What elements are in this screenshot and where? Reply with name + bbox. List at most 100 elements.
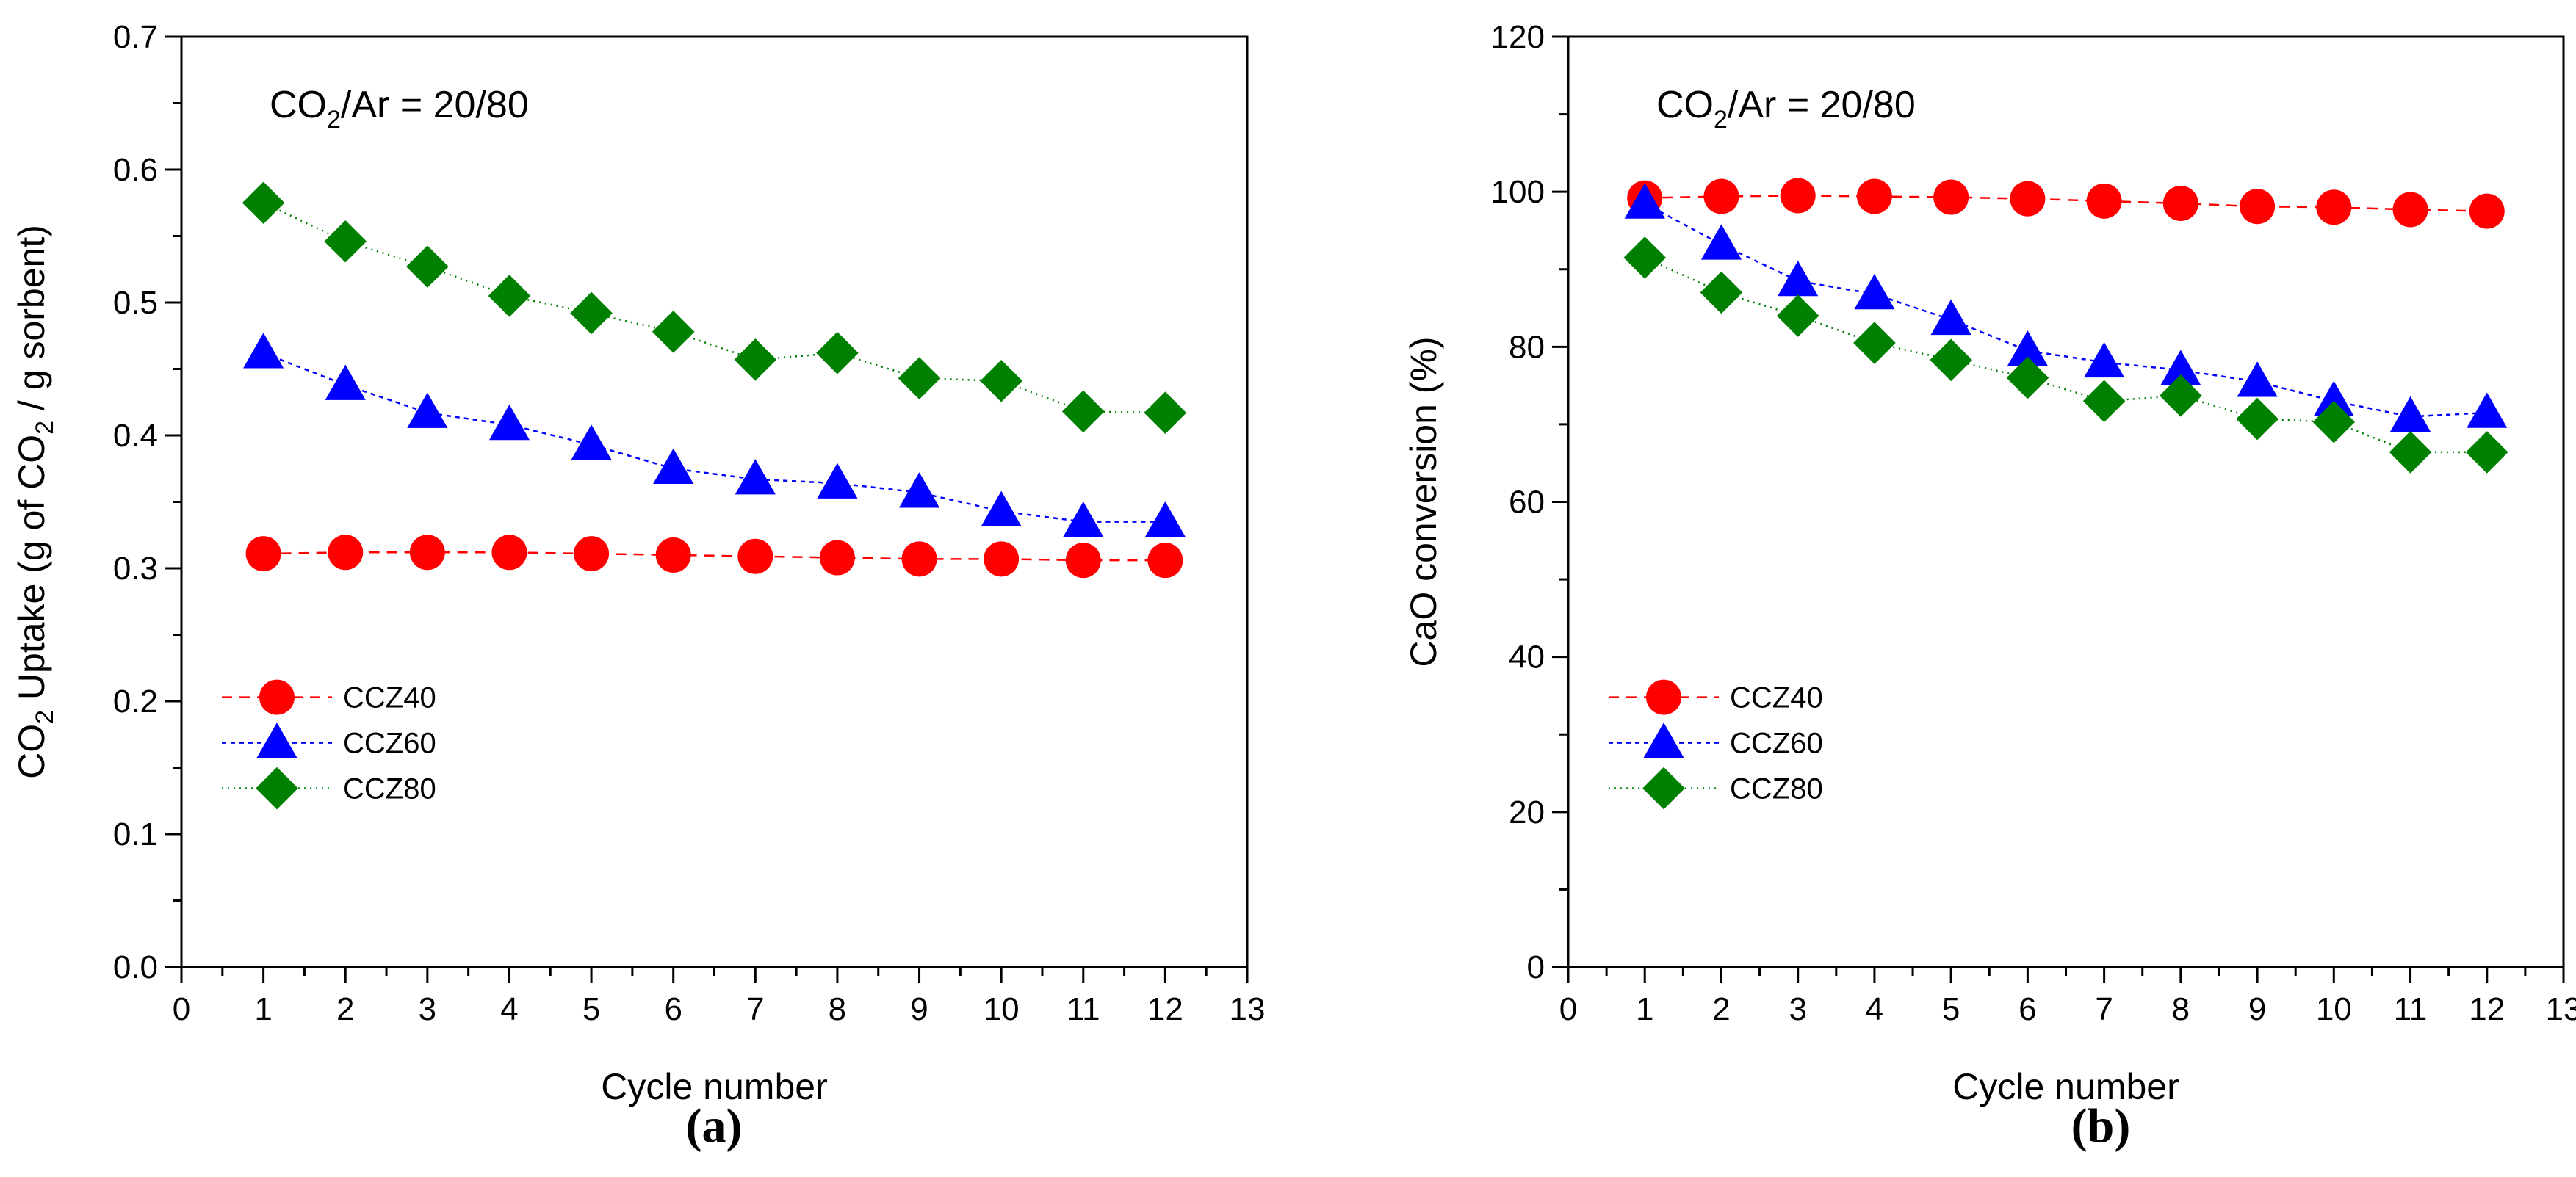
legend-label-ccz80: CCZ80 — [343, 773, 436, 805]
x-tick-label: 8 — [829, 991, 846, 1027]
data-point-ccz60 — [1930, 299, 1971, 336]
x-tick-label: 4 — [1866, 991, 1883, 1027]
x-tick-label: 0 — [173, 991, 190, 1027]
x-tick-label: 5 — [582, 991, 600, 1027]
legend-marker-ccz40 — [259, 679, 295, 715]
legend-label-ccz80: CCZ80 — [1730, 773, 1823, 805]
x-tick-label: 11 — [1067, 991, 1100, 1027]
data-point-ccz80 — [1930, 338, 1972, 382]
data-point-ccz40 — [409, 535, 445, 571]
data-point-ccz80 — [1061, 390, 1105, 433]
x-tick-label: 13 — [1230, 991, 1266, 1027]
data-point-ccz60 — [1144, 501, 1186, 537]
series-line-ccz80 — [1644, 256, 2487, 454]
x-tick-label: 1 — [1636, 991, 1653, 1027]
data-point-ccz40 — [1703, 178, 1739, 214]
data-point-ccz60 — [817, 463, 858, 499]
data-point-ccz80 — [1853, 322, 1896, 364]
data-point-ccz40 — [2240, 189, 2276, 225]
series-line-ccz40 — [1645, 195, 2487, 212]
data-point-ccz80 — [1700, 271, 1743, 314]
y-tick-label: 120 — [1491, 19, 1545, 55]
data-point-ccz60 — [2389, 396, 2431, 432]
x-tick-label: 0 — [1559, 991, 1577, 1027]
x-tick-label: 9 — [910, 991, 928, 1027]
legend-label-ccz60: CCZ60 — [343, 728, 436, 760]
series-line-ccz60 — [263, 352, 1166, 523]
data-point-ccz60 — [407, 392, 448, 428]
data-point-ccz40 — [2316, 189, 2352, 225]
legend-label-ccz60: CCZ60 — [1730, 728, 1823, 760]
data-point-ccz80 — [734, 338, 777, 381]
data-point-ccz40 — [819, 540, 855, 576]
x-tick-label: 12 — [1147, 991, 1183, 1027]
data-point-ccz40 — [574, 536, 610, 572]
data-point-ccz80 — [570, 291, 613, 335]
data-point-ccz60 — [2084, 341, 2125, 378]
y-tick-label: 0 — [1527, 949, 1545, 985]
data-point-ccz80 — [898, 357, 941, 399]
data-point-ccz80 — [816, 331, 859, 374]
legend-marker-ccz80 — [1642, 767, 1685, 810]
data-point-ccz80 — [2312, 400, 2356, 443]
data-point-ccz60 — [898, 472, 940, 508]
data-point-ccz40 — [328, 535, 364, 571]
data-point-ccz60 — [653, 448, 694, 484]
plot-frame — [1567, 35, 2565, 968]
data-point-ccz40 — [2086, 183, 2122, 219]
data-point-ccz40 — [1856, 178, 1892, 214]
data-point-ccz40 — [1147, 543, 1183, 579]
data-point-ccz80 — [980, 359, 1022, 402]
y-tick-label: 0.4 — [113, 418, 158, 454]
data-point-ccz60 — [1624, 183, 1665, 219]
data-point-ccz40 — [1065, 543, 1101, 579]
data-point-ccz80 — [2082, 380, 2126, 423]
data-point-ccz60 — [2007, 330, 2048, 366]
legend-marker-ccz60 — [1643, 722, 1684, 758]
panel-label: (a) — [686, 1099, 743, 1153]
x-tick-label: 6 — [664, 991, 682, 1027]
series-line-ccz60 — [1644, 202, 2487, 418]
data-point-ccz40 — [737, 538, 773, 574]
data-point-ccz40 — [2010, 181, 2046, 217]
legend-marker-ccz80 — [256, 767, 298, 810]
legend-label-ccz40: CCZ40 — [1730, 682, 1823, 714]
y-tick-label: 0.0 — [113, 949, 158, 985]
data-point-ccz80 — [652, 311, 695, 353]
x-tick-label: 7 — [2095, 991, 2113, 1027]
x-axis-title: Cycle number — [1952, 1066, 2179, 1107]
data-point-ccz40 — [2469, 193, 2505, 229]
data-point-ccz60 — [2160, 350, 2201, 385]
data-point-ccz40 — [901, 541, 937, 577]
data-point-ccz40 — [491, 535, 527, 571]
y-tick-label: 100 — [1491, 174, 1545, 210]
x-tick-label: 10 — [2316, 991, 2352, 1027]
data-point-ccz60 — [325, 364, 366, 400]
x-tick-label: 6 — [2018, 991, 2036, 1027]
panel-label: (b) — [2071, 1099, 2131, 1153]
data-point-ccz60 — [981, 490, 1022, 526]
data-point-ccz40 — [1933, 179, 1969, 215]
data-point-ccz40 — [245, 536, 281, 572]
y-tick-label: 0.2 — [113, 684, 158, 720]
x-axis-title: Cycle number — [601, 1066, 827, 1107]
data-point-ccz40 — [1780, 178, 1816, 214]
x-tick-label: 7 — [746, 991, 764, 1027]
data-point-ccz80 — [1623, 236, 1667, 279]
x-tick-label: 5 — [1942, 991, 1960, 1027]
y-tick-label: 0.3 — [113, 551, 158, 587]
y-tick-label: 0.6 — [113, 152, 158, 188]
x-tick-label: 10 — [984, 991, 1020, 1027]
data-point-ccz60 — [1778, 260, 1819, 297]
y-tick-label: 0.5 — [113, 285, 158, 321]
x-tick-label: 13 — [2546, 991, 2576, 1027]
x-tick-label: 11 — [2394, 991, 2428, 1027]
data-point-ccz80 — [2006, 356, 2049, 399]
data-point-ccz80 — [2160, 374, 2202, 417]
y-tick-label: 20 — [1509, 794, 1545, 830]
x-tick-label: 2 — [1712, 991, 1730, 1027]
data-point-ccz80 — [2236, 397, 2279, 441]
y-axis-title: CO2 Uptake (g of CO2 / g sorbent) — [11, 225, 59, 779]
x-tick-label: 2 — [336, 991, 354, 1027]
